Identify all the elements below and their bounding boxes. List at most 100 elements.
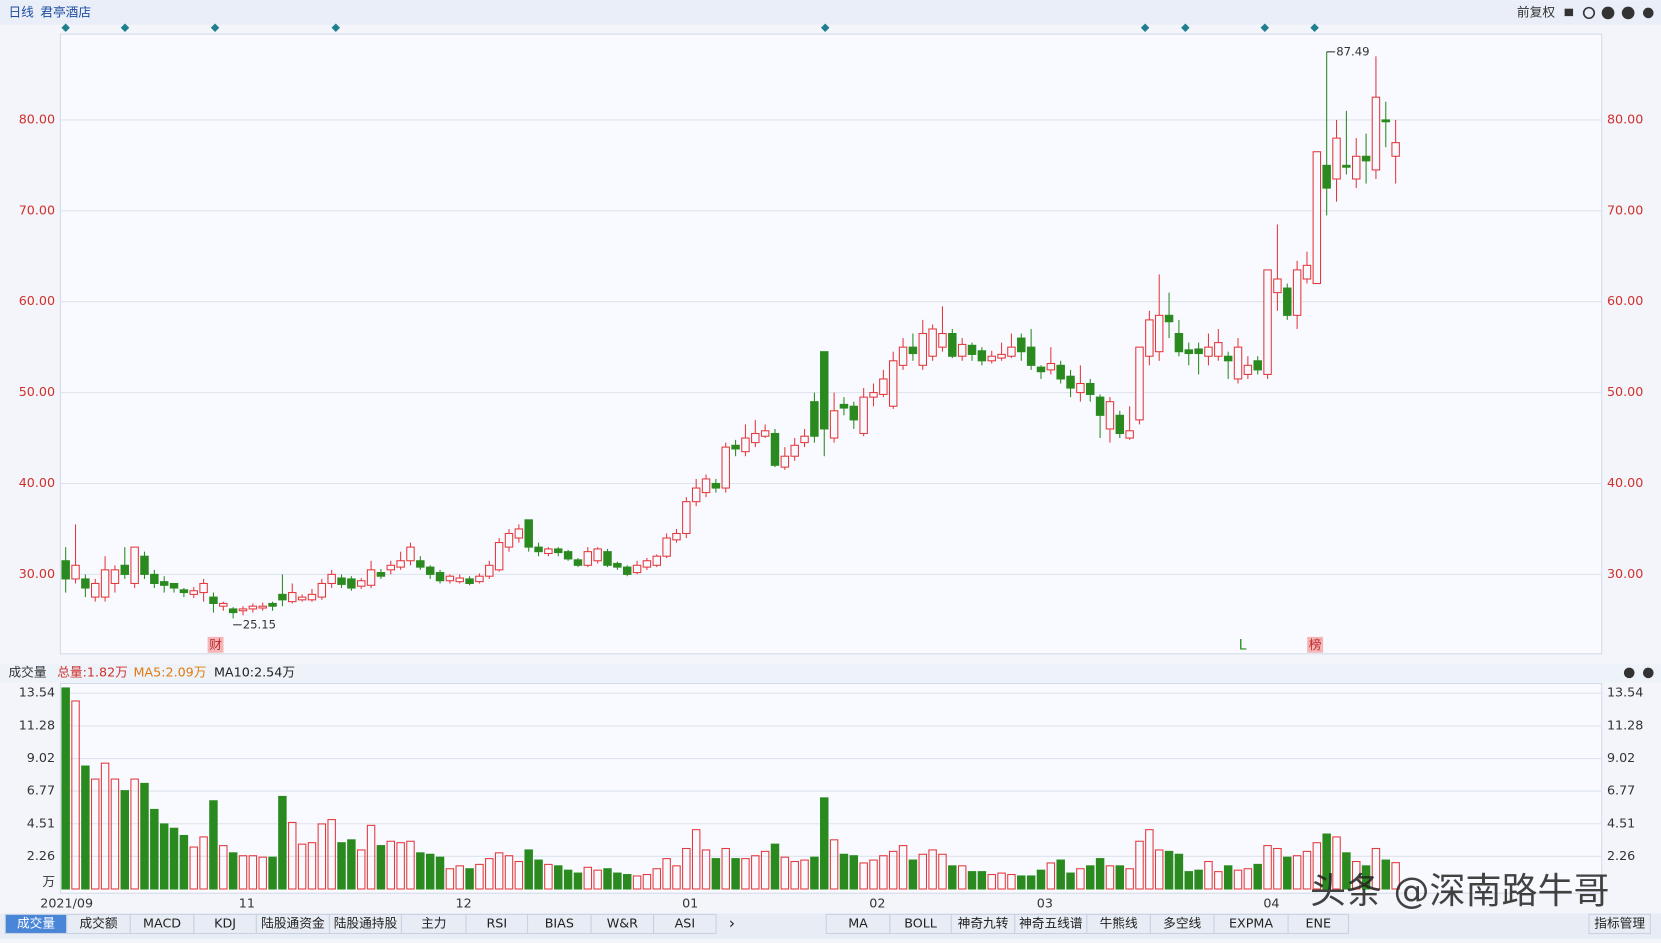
volume-bar xyxy=(278,795,287,890)
volume-bar xyxy=(1026,875,1036,890)
volume-total: 总量:1.82万 xyxy=(57,664,128,679)
candle-body xyxy=(721,446,730,489)
candle-body xyxy=(997,353,1006,359)
tab-label[interactable]: BOLL xyxy=(904,915,938,930)
tab-label[interactable]: 多空线 xyxy=(1163,915,1201,930)
zoom-out-icon[interactable] xyxy=(1621,6,1635,20)
tab[interactable] xyxy=(653,913,717,935)
candle-body xyxy=(731,444,740,450)
tab-label[interactable]: KDJ xyxy=(214,915,236,930)
tab-label[interactable]: 神奇五线谱 xyxy=(1019,915,1083,930)
tab-scroll-arrow[interactable]: › xyxy=(729,913,735,932)
volume-bar xyxy=(1076,868,1085,890)
y-tick-label: 60.00 xyxy=(19,293,55,308)
y-tick-label: 80.00 xyxy=(19,111,55,126)
candle-body xyxy=(632,564,642,574)
volume-bar xyxy=(356,849,366,890)
candle-body xyxy=(1292,269,1302,316)
volume-bar xyxy=(1145,829,1154,890)
candle-body xyxy=(238,608,248,612)
candle-body xyxy=(1145,319,1154,357)
tab-label[interactable]: W&R xyxy=(607,915,638,930)
candle-body xyxy=(1194,348,1203,355)
candle-body xyxy=(672,532,681,541)
volume-bar xyxy=(337,842,346,890)
candle-body xyxy=(179,589,189,594)
candle-body xyxy=(1164,314,1174,323)
zoom-in-icon[interactable] xyxy=(1601,6,1615,20)
tab-label[interactable]: ASI xyxy=(675,915,695,930)
tab-label[interactable]: MACD xyxy=(143,915,181,930)
lock-icon[interactable] xyxy=(1564,8,1574,17)
event-badge[interactable] xyxy=(207,636,224,653)
tab-label[interactable]: MA xyxy=(848,915,868,930)
candle-body xyxy=(209,596,218,604)
candle-body xyxy=(780,455,790,468)
tab[interactable] xyxy=(1287,913,1350,935)
tab-label[interactable]: 主力 xyxy=(421,915,446,930)
tab[interactable] xyxy=(1588,913,1651,935)
candle-body xyxy=(691,487,701,503)
period-label[interactable]: 日线 xyxy=(8,4,34,19)
candle-body xyxy=(593,548,602,562)
y-tick-label: 40.00 xyxy=(19,475,55,490)
tab-label[interactable]: 成交额 xyxy=(79,915,117,930)
volume-bar xyxy=(386,840,396,890)
tab-label[interactable]: ENE xyxy=(1306,915,1332,930)
candle-body xyxy=(524,519,533,548)
candle-body xyxy=(800,435,809,444)
candle-body xyxy=(248,605,258,610)
settings-icon[interactable] xyxy=(1642,667,1654,679)
volume-tick-label: 6.77 xyxy=(27,783,55,798)
volume-bar xyxy=(169,827,179,890)
volume-bar xyxy=(1115,865,1125,890)
volume-bar xyxy=(1125,868,1134,890)
candle-body xyxy=(81,578,90,589)
volume-bar xyxy=(376,845,386,890)
candle-body xyxy=(869,392,878,398)
candle-body xyxy=(839,403,849,409)
candle-body xyxy=(1302,264,1312,280)
event-marker[interactable]: 榜 xyxy=(1309,637,1322,652)
volume-bar xyxy=(130,778,139,890)
adjust-label[interactable]: 前复权 xyxy=(1517,4,1555,19)
tab-label[interactable]: BIAS xyxy=(545,915,574,930)
candle-body xyxy=(1086,382,1095,395)
volume-bar xyxy=(1135,840,1144,890)
y-tick-label: 30.00 xyxy=(19,566,55,581)
tab-label[interactable]: EXPMA xyxy=(1229,915,1273,930)
volume-bar xyxy=(1342,852,1351,890)
candle-body xyxy=(1135,346,1144,421)
event-badge[interactable] xyxy=(1307,636,1324,653)
top-bar xyxy=(0,0,1661,25)
volume-bar xyxy=(573,872,583,890)
volume-tick-label: 11.28 xyxy=(19,717,55,732)
settings-icon[interactable] xyxy=(1642,7,1654,19)
volume-bar xyxy=(1361,865,1371,890)
volume-bar xyxy=(691,829,701,890)
candle-body xyxy=(475,575,484,583)
tab-label[interactable]: RSI xyxy=(486,915,507,930)
tab-label[interactable]: 陆股通资金 xyxy=(261,915,325,930)
volume-bar xyxy=(90,778,100,890)
reset-icon[interactable] xyxy=(1582,6,1596,20)
volume-bar xyxy=(1273,847,1282,890)
volume-bar xyxy=(150,808,159,890)
tab-label[interactable]: 神奇九转 xyxy=(958,915,1009,930)
tab-label[interactable]: 陆股通持股 xyxy=(334,915,398,930)
volume-bar xyxy=(1292,855,1302,890)
volume-bar xyxy=(1312,842,1322,890)
event-marker[interactable]: 财 xyxy=(209,637,222,652)
volume-bar xyxy=(1283,856,1292,890)
candle-body xyxy=(918,332,928,366)
candle-body xyxy=(327,573,336,584)
tab-label[interactable]: 指标管理 xyxy=(1594,915,1645,930)
tab-label[interactable]: 成交量 xyxy=(17,915,55,930)
close-icon[interactable] xyxy=(1623,667,1635,679)
candle-body xyxy=(150,573,159,584)
candle-body xyxy=(110,569,120,584)
candle-body xyxy=(425,566,435,575)
toolbar-icons[interactable] xyxy=(1564,6,1654,20)
tab-label[interactable]: 牛熊线 xyxy=(1100,915,1138,930)
event-marker[interactable]: L xyxy=(1239,637,1247,653)
